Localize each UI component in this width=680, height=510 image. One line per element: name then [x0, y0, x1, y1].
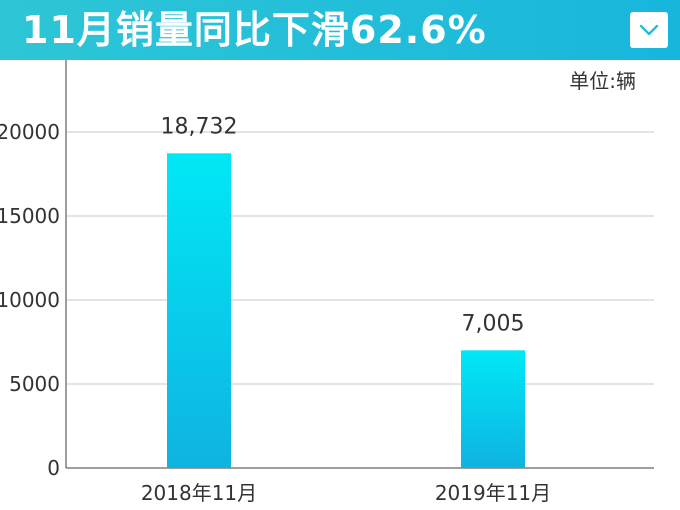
y-tick-label: 10000 — [0, 288, 60, 312]
unit-label: 单位:辆 — [569, 69, 636, 93]
dropdown-button[interactable] — [630, 12, 668, 48]
y-tick-label: 15000 — [0, 204, 60, 228]
title-bar: 11月销量同比下滑62.6% — [0, 0, 680, 60]
data-label: 7,005 — [462, 311, 525, 336]
bar — [461, 350, 525, 468]
bar-chart: 单位:辆 0 5000 10000 15000 20000 18,732 2018年11月 7… — [0, 60, 654, 505]
data-label: 18,732 — [161, 114, 238, 139]
chevron-down-icon — [639, 24, 659, 36]
x-tick-label: 2018年11月 — [141, 481, 257, 505]
page-title: 11月销量同比下滑62.6% — [22, 8, 487, 52]
y-tick-label: 5000 — [9, 372, 60, 396]
bar — [167, 153, 231, 468]
y-tick-label: 20000 — [0, 120, 60, 144]
x-tick-label: 2019年11月 — [435, 481, 551, 505]
y-tick-label: 0 — [47, 456, 60, 480]
